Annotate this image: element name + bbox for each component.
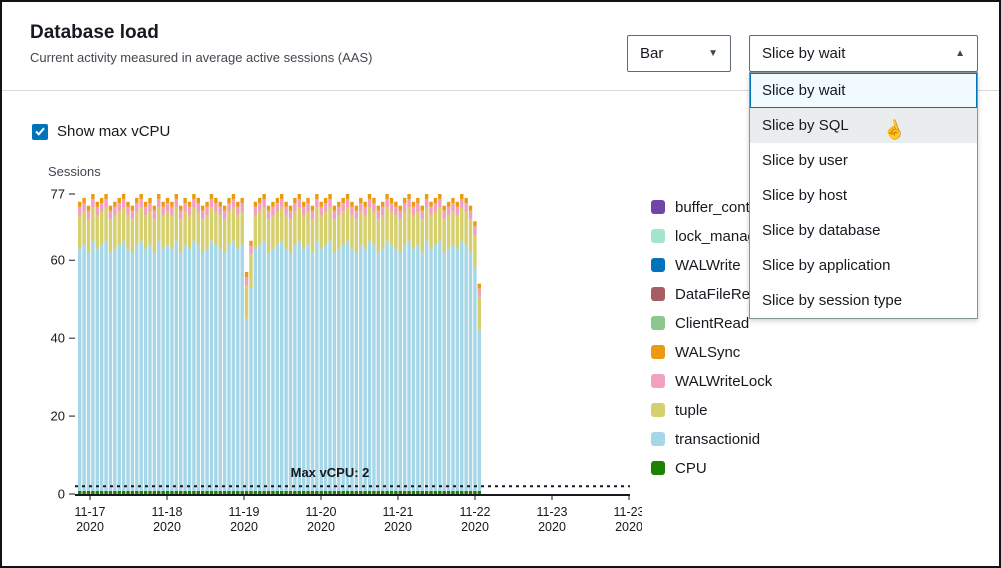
menu-item-slice-by-wait[interactable]: Slice by wait	[750, 73, 977, 108]
legend-swatch	[651, 345, 665, 359]
legend-item[interactable]: WALWrite	[651, 256, 772, 274]
chart-type-select[interactable]: Bar ▼	[627, 35, 731, 72]
menu-item-slice-by-session-type[interactable]: Slice by session type	[750, 283, 977, 318]
svg-text:11-17: 11-17	[74, 505, 105, 519]
svg-text:2020: 2020	[76, 520, 104, 534]
slice-by-menu: Slice by wait Slice by SQL ☝ Slice by us…	[749, 72, 978, 319]
chart-type-value: Bar	[640, 45, 664, 62]
load-chart[interactable]: 02040607711-17202011-18202011-19202011-2…	[30, 182, 642, 538]
svg-text:11-22: 11-22	[459, 505, 490, 519]
svg-text:Max vCPU: 2: Max vCPU: 2	[291, 465, 370, 480]
menu-item-slice-by-sql[interactable]: Slice by SQL ☝	[750, 108, 977, 143]
legend-item[interactable]: tuple	[651, 401, 772, 419]
show-max-vcpu-checkbox[interactable]: Show max vCPU	[32, 123, 170, 140]
page-title: Database load	[30, 22, 159, 43]
page-subtitle: Current activity measured in average act…	[30, 50, 373, 65]
legend-label: WALWriteLock	[675, 372, 773, 390]
legend-label: CPU	[675, 459, 707, 477]
svg-text:20: 20	[51, 409, 65, 424]
svg-text:2020: 2020	[538, 520, 566, 534]
svg-text:77: 77	[51, 187, 65, 202]
legend-item[interactable]: ClientRead	[651, 314, 772, 332]
legend-swatch	[651, 432, 665, 446]
legend-swatch	[651, 316, 665, 330]
svg-text:11-23: 11-23	[536, 505, 567, 519]
chevron-up-icon: ▲	[955, 47, 965, 59]
chevron-down-icon: ▼	[708, 47, 718, 59]
menu-item-slice-by-user[interactable]: Slice by user	[750, 143, 977, 178]
header-divider	[2, 90, 999, 91]
svg-text:11-21: 11-21	[382, 505, 413, 519]
legend-item[interactable]: buffer_cont	[651, 198, 772, 216]
checkbox-checked-icon[interactable]	[32, 123, 48, 140]
menu-item-slice-by-database[interactable]: Slice by database	[750, 213, 977, 248]
legend-item[interactable]: DataFileRea	[651, 285, 772, 303]
menu-item-slice-by-host[interactable]: Slice by host	[750, 178, 977, 213]
legend-label: DataFileRea	[675, 285, 759, 303]
legend-label: transactionid	[675, 430, 761, 448]
menu-item-label: Slice by SQL	[762, 117, 849, 134]
svg-text:2020: 2020	[461, 520, 489, 534]
svg-text:60: 60	[51, 253, 65, 268]
legend-label: lock_manag	[675, 227, 756, 245]
menu-item-slice-by-application[interactable]: Slice by application	[750, 248, 977, 283]
svg-text:11-23: 11-23	[613, 505, 642, 519]
svg-text:11-19: 11-19	[228, 505, 259, 519]
panel-header: Database load Current activity measured …	[30, 22, 372, 65]
svg-text:0: 0	[58, 487, 65, 502]
legend-swatch	[651, 461, 665, 475]
legend-item[interactable]: transactionid	[651, 430, 772, 448]
legend-label: WALSync	[675, 343, 741, 361]
legend-swatch	[651, 374, 665, 388]
legend-label: ClientRead	[675, 314, 750, 332]
legend-swatch	[651, 229, 665, 243]
legend-swatch	[651, 258, 665, 272]
svg-text:2020: 2020	[230, 520, 258, 534]
legend-swatch	[651, 200, 665, 214]
legend-item[interactable]: lock_manag	[651, 227, 772, 245]
slice-by-select[interactable]: Slice by wait ▲	[749, 35, 978, 72]
svg-text:2020: 2020	[307, 520, 335, 534]
svg-text:11-18: 11-18	[151, 505, 182, 519]
svg-text:2020: 2020	[384, 520, 412, 534]
svg-text:2020: 2020	[615, 520, 642, 534]
checkbox-label: Show max vCPU	[57, 123, 171, 140]
legend-label: tuple	[675, 401, 708, 419]
svg-text:2020: 2020	[153, 520, 181, 534]
legend-swatch	[651, 403, 665, 417]
y-axis-title: Sessions	[48, 164, 101, 179]
legend-item[interactable]: WALWriteLock	[651, 372, 772, 390]
legend-item[interactable]: WALSync	[651, 343, 772, 361]
svg-text:40: 40	[51, 331, 65, 346]
slice-by-value: Slice by wait	[762, 45, 846, 62]
legend-label: WALWrite	[675, 256, 741, 274]
legend-label: buffer_cont	[675, 198, 750, 216]
legend-item[interactable]: CPU	[651, 459, 772, 477]
chart-legend: buffer_cont lock_manag WALWrite DataFile…	[651, 198, 772, 477]
svg-text:11-20: 11-20	[305, 505, 336, 519]
legend-swatch	[651, 287, 665, 301]
